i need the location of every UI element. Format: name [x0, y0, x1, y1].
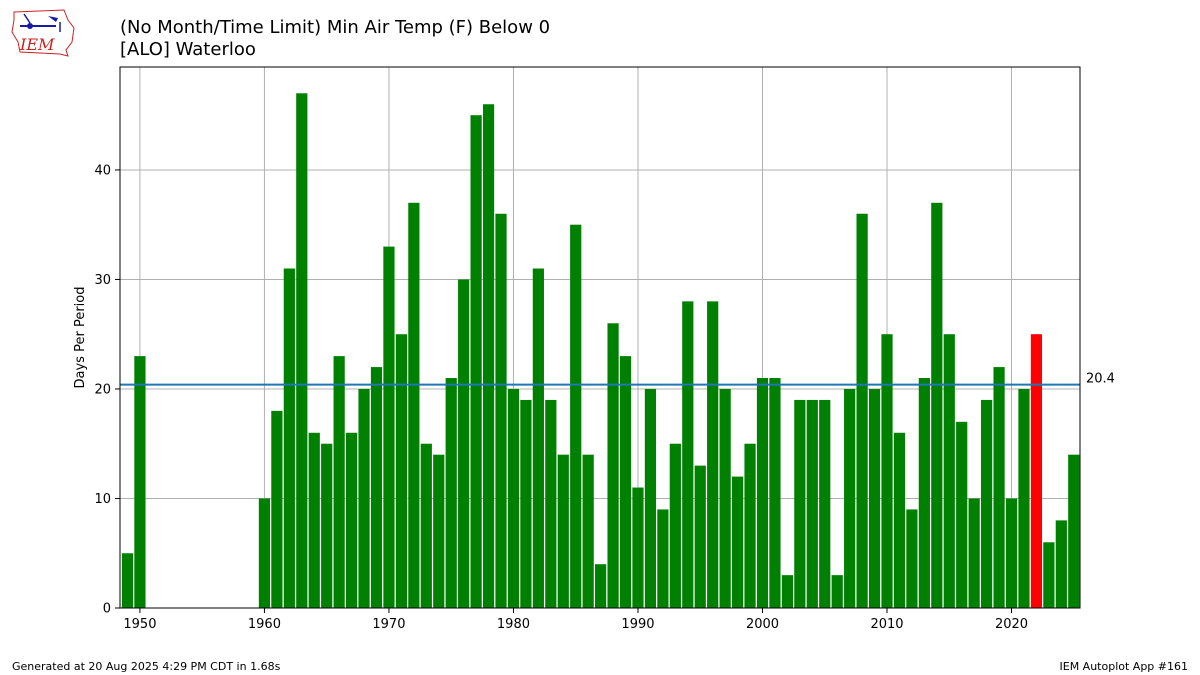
bar	[532, 268, 544, 608]
bar	[819, 399, 831, 608]
bar	[395, 334, 408, 608]
bar	[981, 399, 993, 608]
bar	[134, 356, 146, 608]
bar	[831, 575, 843, 608]
x-tick-label: 2020	[995, 617, 1028, 632]
bar	[682, 301, 694, 608]
bar	[881, 334, 893, 608]
bar	[893, 432, 906, 608]
bar	[794, 399, 806, 608]
app-credit: IEM Autoplot App #161	[1059, 660, 1189, 673]
x-tick-label: 1950	[123, 617, 156, 632]
x-tick-label: 2010	[870, 617, 903, 632]
bar	[333, 356, 345, 608]
bar	[632, 487, 644, 608]
bar	[345, 432, 358, 608]
bar	[507, 388, 520, 608]
bar	[918, 378, 930, 608]
bar	[1018, 388, 1030, 608]
bar	[619, 356, 632, 608]
x-tick-label: 1960	[248, 617, 281, 632]
bar	[1055, 520, 1067, 608]
bar	[495, 213, 507, 608]
bar	[470, 115, 482, 609]
bar	[931, 202, 943, 608]
chart-subtitle: [ALO] Waterloo	[120, 39, 256, 60]
bar	[644, 388, 657, 608]
bar	[445, 378, 457, 608]
bar	[1043, 542, 1055, 608]
bar	[1068, 454, 1080, 608]
y-tick-label: 0	[103, 602, 111, 617]
bar	[370, 367, 383, 608]
y-tick-label: 40	[94, 163, 111, 178]
bar	[271, 410, 283, 608]
bar	[433, 454, 445, 608]
y-axis-label: Days Per Period	[73, 287, 88, 389]
x-tick-label: 1990	[621, 617, 654, 632]
bar	[607, 323, 619, 608]
bar	[669, 443, 681, 608]
bar	[968, 498, 980, 608]
bar	[856, 213, 868, 608]
x-tick-label: 1980	[497, 617, 530, 632]
bar	[520, 399, 532, 608]
bar	[806, 399, 818, 608]
bar	[956, 421, 968, 608]
highlight-bar	[1030, 334, 1043, 608]
bar	[545, 399, 557, 608]
bar	[1005, 498, 1018, 608]
logo-text: IEM	[19, 35, 55, 54]
bar	[844, 388, 856, 608]
bar	[744, 443, 756, 608]
bar	[258, 498, 271, 608]
bar	[582, 454, 594, 608]
y-tick-label: 20	[94, 382, 111, 397]
bar	[769, 378, 781, 608]
bar	[121, 553, 134, 608]
bar	[719, 388, 731, 608]
bar	[296, 93, 308, 609]
bar	[993, 367, 1005, 608]
y-tick-label: 30	[94, 273, 111, 288]
bar	[657, 509, 669, 608]
bar	[943, 334, 955, 608]
bar	[906, 509, 918, 608]
bar	[383, 246, 395, 608]
bar	[283, 268, 295, 608]
bar	[557, 454, 569, 608]
average-label: 20.4	[1086, 372, 1115, 387]
chart-title: (No Month/Time Limit) Min Air Temp (F) B…	[120, 17, 551, 38]
bar	[570, 224, 582, 608]
bar	[707, 301, 719, 608]
bar	[731, 476, 744, 608]
bar	[458, 279, 470, 608]
bar	[756, 378, 769, 608]
bar	[595, 564, 607, 608]
y-tick-label: 10	[94, 492, 111, 507]
bar	[694, 465, 706, 608]
iem-logo: IEM	[11, 9, 75, 57]
bar	[308, 432, 320, 608]
bar	[420, 443, 432, 608]
plot-frame	[119, 66, 1081, 609]
bar	[408, 202, 420, 608]
bar	[868, 388, 881, 608]
x-tick-label: 2000	[746, 617, 779, 632]
generated-timestamp: Generated at 20 Aug 2025 4:29 PM CDT in …	[12, 660, 281, 673]
x-tick-label: 1970	[372, 617, 405, 632]
bar	[781, 575, 793, 608]
bar	[321, 443, 333, 608]
bar	[482, 104, 495, 609]
bar	[358, 388, 370, 608]
